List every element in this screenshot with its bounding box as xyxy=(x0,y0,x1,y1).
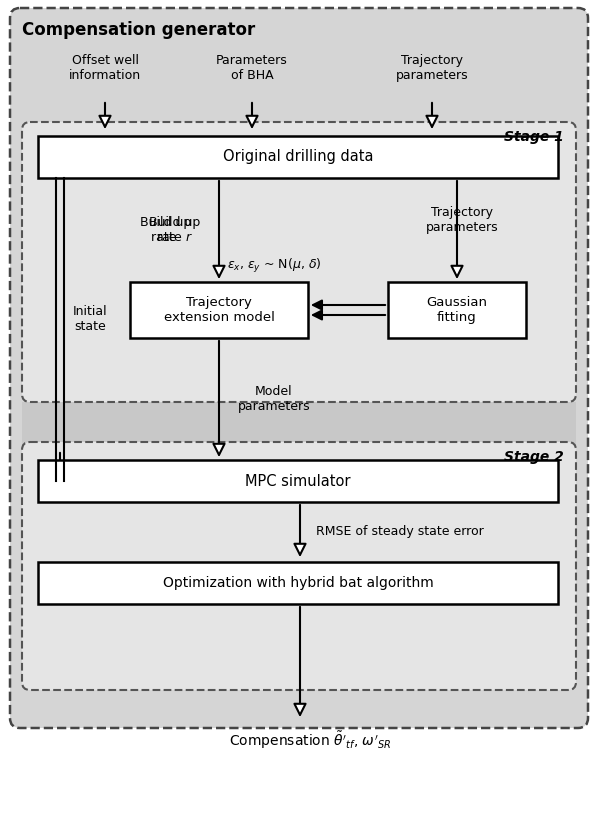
Text: Parameters
of BHA: Parameters of BHA xyxy=(216,54,288,82)
Text: Optimization with hybrid bat algorithm: Optimization with hybrid bat algorithm xyxy=(163,576,433,590)
Text: Original drilling data: Original drilling data xyxy=(223,150,373,165)
Text: Build up
rate $r$: Build up rate $r$ xyxy=(149,216,200,244)
Text: Trajectory
extension model: Trajectory extension model xyxy=(164,296,274,324)
Bar xyxy=(38,136,558,178)
Bar xyxy=(130,282,308,338)
Text: RMSE of steady state error: RMSE of steady state error xyxy=(316,524,484,538)
Text: Offset well
information: Offset well information xyxy=(69,54,141,82)
Bar xyxy=(38,562,558,604)
Text: Model
parameters: Model parameters xyxy=(238,385,310,413)
Text: $\varepsilon_x$, $\varepsilon_y$ ~ N($\mu$, $\delta$): $\varepsilon_x$, $\varepsilon_y$ ~ N($\m… xyxy=(227,257,321,275)
Text: Initial
state: Initial state xyxy=(73,305,107,333)
Text: MPC simulator: MPC simulator xyxy=(245,474,351,489)
FancyBboxPatch shape xyxy=(10,8,588,728)
Text: Compensation $\tilde{\theta}'_{tf}$, $\omega'_{SR}$: Compensation $\tilde{\theta}'_{tf}$, $\o… xyxy=(229,729,391,751)
Text: Trajectory
parameters: Trajectory parameters xyxy=(425,206,499,234)
FancyBboxPatch shape xyxy=(22,122,576,402)
Text: Compensation generator: Compensation generator xyxy=(22,21,255,39)
Text: Stage 2: Stage 2 xyxy=(504,450,564,464)
Bar xyxy=(38,460,558,502)
Bar xyxy=(22,402,576,453)
Text: Gaussian
fitting: Gaussian fitting xyxy=(427,296,487,324)
Bar xyxy=(388,282,526,338)
FancyBboxPatch shape xyxy=(22,442,576,690)
Text: Build up
rate: Build up rate xyxy=(140,216,191,244)
Text: Trajectory
parameters: Trajectory parameters xyxy=(395,54,469,82)
Text: Stage 1: Stage 1 xyxy=(504,130,564,144)
